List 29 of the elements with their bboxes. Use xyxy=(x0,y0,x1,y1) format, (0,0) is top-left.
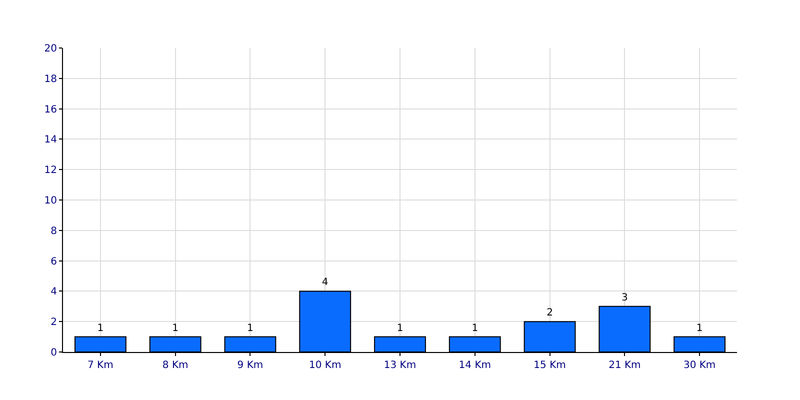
x-tick-label: 21 Km xyxy=(608,360,641,371)
data-label: 1 xyxy=(696,322,703,334)
y-tick-label: 20 xyxy=(44,44,57,54)
x-tick-label: 10 Km xyxy=(309,360,342,371)
x-tick-label: 9 Km xyxy=(237,360,264,371)
y-tick-label: 2 xyxy=(50,317,57,328)
x-tick-label: 7 Km xyxy=(88,360,114,371)
y-tick-label: 18 xyxy=(44,74,57,85)
y-tick-label: 12 xyxy=(44,165,57,176)
y-tick-label: 4 xyxy=(50,286,57,298)
y-tick-label: 0 xyxy=(50,348,57,358)
data-label: 1 xyxy=(472,322,478,334)
x-tick-label: 15 Km xyxy=(534,360,566,371)
data-label: 3 xyxy=(621,292,628,304)
data-label: 1 xyxy=(97,322,104,334)
x-tick-label: 30 Km xyxy=(683,360,716,371)
x-tick-label: 14 Km xyxy=(458,360,491,371)
y-tick-label: 8 xyxy=(50,226,57,237)
data-label: 1 xyxy=(247,322,254,334)
data-label: 2 xyxy=(546,308,553,319)
x-tick-label: 13 Km xyxy=(384,360,416,371)
y-tick-label: 14 xyxy=(44,134,57,146)
data-label: 1 xyxy=(172,322,179,334)
data-label: 1 xyxy=(396,322,404,334)
y-tick-label: 6 xyxy=(50,256,57,268)
y-tick-label: 16 xyxy=(44,104,57,116)
data-label: 4 xyxy=(322,277,328,288)
x-tick-label: 8 Km xyxy=(162,360,188,371)
y-tick-label: 10 xyxy=(44,196,57,206)
